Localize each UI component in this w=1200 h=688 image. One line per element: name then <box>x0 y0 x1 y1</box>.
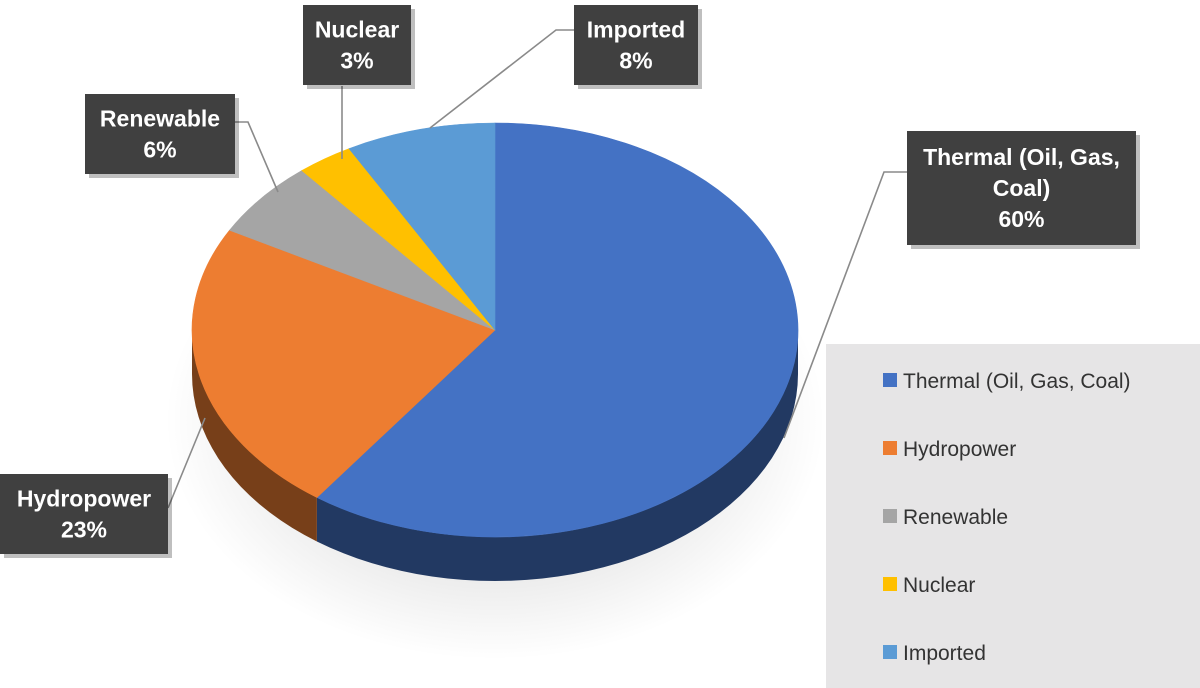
legend-label-1: Thermal (Oil, Gas, Coal) <box>903 370 1131 393</box>
leader-line-5 <box>429 29 574 129</box>
legend-box <box>826 344 1200 688</box>
data-label-box <box>0 474 168 554</box>
data-label-name: Nuclear <box>315 17 399 43</box>
data-label-name: Coal) <box>993 175 1051 201</box>
data-label-box <box>574 5 698 85</box>
data-label-box <box>85 94 235 174</box>
data-label-value: 6% <box>143 137 176 163</box>
leader-line-3 <box>235 121 279 193</box>
pie-depth <box>192 330 798 581</box>
legend-label-5: Imported <box>903 642 986 665</box>
pie-top <box>191 122 799 538</box>
legend-swatch-5 <box>883 645 897 659</box>
data-label-value: 60% <box>998 206 1044 232</box>
legend-swatch-3 <box>883 509 897 523</box>
legend-label-3: Renewable <box>903 506 1008 529</box>
data-label-value: 3% <box>340 48 373 74</box>
data-labels: Thermal (Oil, Gas, Coal) 60% Hydropower 23% R… <box>0 5 1140 558</box>
pie-side-1 <box>316 330 798 581</box>
legend-label-2: Hydropower <box>903 438 1016 461</box>
pie-side-2 <box>192 330 317 542</box>
pie-slice-1 <box>316 122 799 538</box>
legend: Thermal (Oil, Gas, Coal) Hydropower Renewa… <box>883 370 1131 665</box>
pie-slice-5 <box>348 122 496 331</box>
data-label-box <box>907 131 1136 245</box>
data-label-name: Hydropower <box>17 486 151 512</box>
legend-swatch-1 <box>883 373 897 387</box>
leader-line-2 <box>167 417 206 509</box>
data-label-name: Renewable <box>100 106 220 132</box>
data-label-name: Imported <box>587 17 685 43</box>
data-label-value: 23% <box>61 517 107 543</box>
leader-line-1 <box>783 171 907 439</box>
data-label-value: 8% <box>619 48 652 74</box>
leader-lines <box>167 29 907 509</box>
data-label-name: Thermal (Oil, Gas, <box>923 144 1120 170</box>
legend-swatch-4 <box>883 577 897 591</box>
pie-slice-2 <box>191 229 496 498</box>
legend-swatch-2 <box>883 441 897 455</box>
data-label-box <box>303 5 411 85</box>
legend-label-4: Nuclear <box>903 574 975 597</box>
